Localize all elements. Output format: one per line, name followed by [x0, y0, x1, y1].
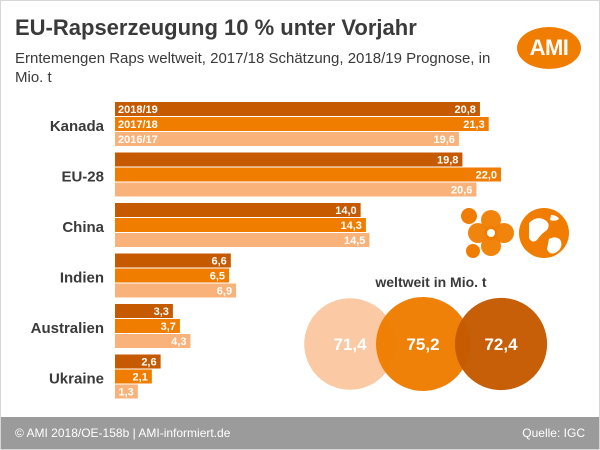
value-label-china-2018-19: 14,0: [335, 205, 356, 217]
value-label-eu-28-2018-19: 19,8: [437, 155, 458, 167]
bubble-2: [376, 297, 470, 391]
flower-icon-bud: [461, 208, 477, 224]
category-label-ukraine: Ukraine: [49, 371, 104, 388]
bubble-title: weltweit in Mio. t: [374, 274, 487, 290]
value-label-indien-2017-18: 6,5: [210, 271, 225, 283]
footer-source: Quelle: IGC: [522, 426, 585, 440]
bar-kanada-2017-18: [115, 117, 489, 131]
value-label-australien-2018-19: 3,3: [154, 306, 169, 318]
value-label-indien-2016-17: 6,9: [217, 286, 232, 298]
bar-indien-2018-19: [115, 253, 231, 268]
category-label-indien: Indien: [60, 270, 104, 287]
value-label-kanada-2018-19: 20,8: [455, 104, 476, 116]
bar-ukraine-2018-19: [115, 354, 161, 369]
bar-china-2016-17: [115, 233, 370, 247]
flower-icon-petal: [468, 223, 488, 243]
bar-eu-28-2018-19: [115, 152, 463, 167]
bar-australien-2018-19: [115, 304, 173, 318]
bubble-label-3: 72,4: [484, 335, 518, 354]
page-subtitle: Erntemengen Raps weltweit, 2017/18 Schät…: [15, 50, 491, 86]
value-label-australien-2017-18: 3,7: [161, 321, 176, 333]
globe-icon: [519, 208, 569, 258]
bar-australien-2016-17: [115, 334, 191, 348]
bar-kanada-2018-19: [115, 102, 480, 116]
globe-icon-land: [547, 237, 562, 254]
flower-icon-bud: [466, 244, 480, 258]
globe-icon-land: [550, 215, 559, 221]
category-label-australien: Australien: [31, 320, 104, 337]
bar-ukraine-2016-17: [115, 384, 138, 399]
bar-eu-28-2017-18: [115, 167, 501, 182]
value-label-china-2017-18: 14,3: [340, 220, 361, 232]
value-label-kanada-2016-17: 19,6: [433, 134, 454, 146]
value-label-china-2016-17: 14,5: [344, 235, 365, 247]
legend-label-2016-17: 2016/17: [118, 134, 158, 146]
bar-ukraine-2017-18: [115, 369, 152, 384]
bubble-label-1: 71,4: [333, 335, 367, 354]
value-label-ukraine-2018-19: 2,6: [141, 357, 156, 369]
bar-indien-2016-17: [115, 283, 237, 298]
bubble-label-2: 75,2: [406, 335, 439, 354]
bar-china-2018-19: [115, 203, 361, 217]
legend-label-2017-18: 2017/18: [118, 119, 158, 131]
value-label-kanada-2017-18: 21,3: [463, 119, 484, 131]
globe-icon-land: [529, 218, 549, 242]
flower-icon-center: [487, 229, 495, 237]
legend-label-2018-19: 2018/19: [118, 104, 158, 116]
bar-australien-2017-18: [115, 319, 180, 333]
value-label-indien-2018-19: 6,6: [212, 256, 227, 268]
value-label-ukraine-2017-18: 2,1: [133, 372, 148, 384]
page-title: EU-Rapserzeugung 10 % unter Vorjahr: [15, 15, 417, 40]
category-label-kanada: Kanada: [50, 118, 105, 135]
flower-icon-petal: [481, 210, 501, 230]
flower-icon-petal: [494, 223, 514, 243]
bubble-1: [304, 298, 396, 390]
bar-china-2017-18: [115, 218, 366, 232]
footer-bar: © AMI 2018/OE-158b | AMI-informiert.de Q…: [1, 417, 599, 449]
category-label-china: China: [62, 219, 104, 236]
bar-kanada-2016-17: [115, 132, 459, 146]
rapeseed-chart: Kanada 20,8 2018/19 21,3 2017/18 19,6 2016/17 E…: [31, 102, 569, 399]
bubble-3: [454, 297, 548, 391]
bar-indien-2017-18: [115, 268, 230, 283]
footer-credit: © AMI 2018/OE-158b | AMI-informiert.de: [15, 426, 231, 440]
value-label-eu-28-2017-18: 22,0: [476, 170, 497, 182]
value-label-australien-2016-17: 4,3: [171, 336, 186, 348]
value-label-eu-28-2016-17: 20,6: [451, 185, 472, 197]
flower-icon-petal: [481, 236, 501, 256]
ami-logo: AMI: [517, 27, 581, 69]
bar-eu-28-2016-17: [115, 182, 477, 197]
category-label-eu-28: EU-28: [61, 169, 104, 186]
value-label-ukraine-2016-17: 1,3: [119, 387, 134, 399]
